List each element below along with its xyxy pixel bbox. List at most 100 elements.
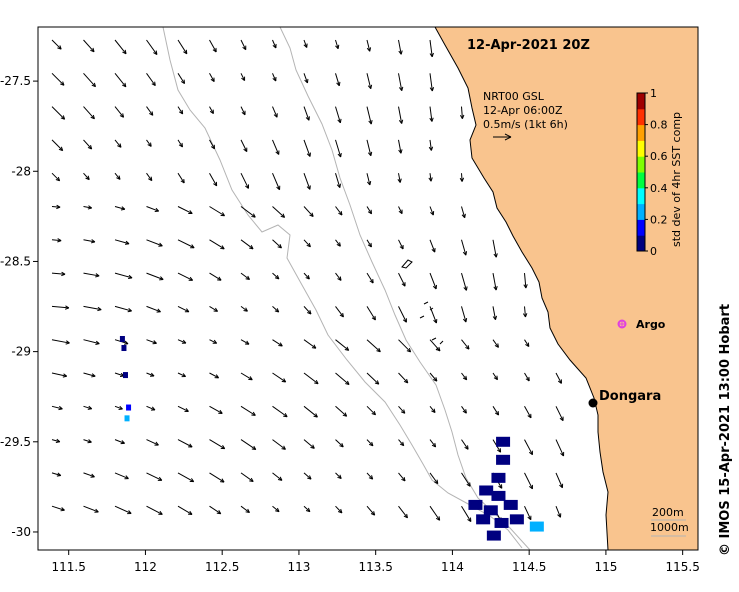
current-arrow: [429, 439, 437, 448]
current-arrow: [51, 405, 63, 411]
current-arrow: [335, 272, 342, 281]
current-arrow: [555, 506, 562, 518]
current-arrow: [146, 206, 160, 213]
lon-tick-label: 112: [134, 560, 157, 574]
current-arrow: [398, 206, 403, 215]
lon-tick-label: 114.5: [512, 560, 546, 574]
current-arrow: [177, 106, 184, 115]
colorbar-segment: [637, 108, 645, 126]
current-arrow: [209, 39, 217, 53]
current-arrow: [461, 306, 468, 323]
current-arrow: [398, 139, 403, 154]
sst-stddev-layer: [119, 335, 544, 541]
current-arrow: [114, 305, 132, 313]
current-arrow: [398, 439, 405, 447]
current-arrow: [524, 339, 530, 347]
current-arrow: [429, 505, 441, 521]
current-arrow: [240, 139, 248, 153]
current-arrow: [177, 505, 193, 515]
current-arrow: [51, 271, 66, 277]
current-arrow: [83, 106, 95, 120]
current-arrow: [272, 239, 282, 249]
sst-stddev-pixel: [491, 472, 506, 483]
current-arrow: [83, 239, 96, 244]
sst-stddev-pixel: [122, 372, 128, 379]
colorbar-tick-label: 0.8: [650, 119, 668, 132]
current-arrow: [83, 172, 90, 181]
current-arrow: [83, 505, 99, 513]
current-arrow: [240, 372, 253, 381]
current-arrow: [461, 439, 469, 450]
colorbar-segment: [637, 93, 645, 110]
isobath-legend-200m: 200m: [652, 506, 684, 519]
sst-colorbar: 0 0.2 0.4 0.6 0.8 1: [636, 87, 668, 258]
current-arrow: [335, 173, 341, 188]
colorbar-tick-label: 0: [650, 245, 657, 258]
current-arrow: [398, 272, 406, 287]
current-arrow: [429, 306, 438, 324]
current-arrow: [209, 272, 222, 281]
current-arrow: [335, 472, 342, 480]
sst-stddev-pixel: [483, 505, 498, 516]
current-arrow: [51, 238, 62, 243]
current-arrow: [492, 306, 498, 321]
current-arrow: [209, 505, 222, 515]
current-arrow: [51, 472, 62, 477]
current-arrow: [114, 439, 125, 445]
current-arrow: [523, 273, 528, 289]
current-arrow: [146, 405, 156, 411]
sst-stddev-pixel: [124, 415, 130, 422]
land-western-australia: [434, 27, 698, 550]
lat-tick-label: -29.5: [0, 435, 31, 449]
current-arrow: [303, 339, 317, 349]
current-arrow: [209, 305, 219, 312]
current-arrow: [272, 439, 286, 450]
current-arrow: [272, 372, 287, 383]
colorbar-segment: [637, 235, 645, 252]
current-arrow: [114, 405, 123, 410]
lon-tick-label: 113: [287, 560, 310, 574]
sst-stddev-pixel: [496, 436, 511, 447]
current-arrow: [397, 173, 402, 183]
current-arrow: [366, 39, 372, 52]
current-legend-time: 12-Apr 06:00Z: [483, 104, 563, 117]
current-legend-source: NRT00 GSL: [483, 90, 545, 103]
current-arrow: [51, 172, 61, 182]
current-arrow: [303, 272, 310, 280]
lon-tick-label: 114: [441, 560, 464, 574]
lat-tick-label: -28: [11, 164, 31, 178]
current-arrow: [366, 173, 372, 186]
current-arrow: [114, 239, 130, 245]
current-arrow: [524, 439, 534, 456]
current-arrow: [555, 406, 564, 422]
island-abrolhos-north: [401, 259, 413, 269]
current-arrow: [83, 405, 93, 410]
current-arrow: [146, 139, 152, 147]
sst-stddev-pixel: [503, 499, 518, 510]
current-arrow: [114, 206, 126, 211]
current-arrow: [114, 139, 122, 148]
current-arrow: [240, 472, 254, 483]
colorbar-tick-label: 1: [650, 87, 657, 100]
argo-marker: [617, 319, 627, 329]
current-arrow: [51, 305, 70, 310]
current-arrow: [303, 439, 315, 449]
current-arrow: [177, 139, 183, 148]
current-arrow: [146, 106, 154, 116]
lat-tick-label: -30: [11, 525, 31, 539]
current-arrow: [177, 305, 190, 313]
current-arrow: [303, 106, 310, 121]
current-arrow: [240, 272, 251, 281]
current-arrow: [209, 472, 225, 483]
current-arrow: [51, 139, 64, 152]
current-arrow: [429, 206, 435, 216]
current-arrow: [366, 139, 373, 157]
current-arrow: [51, 438, 61, 443]
current-arrow: [398, 505, 408, 519]
dongara-label: Dongara: [599, 389, 661, 404]
current-arrow: [366, 472, 374, 480]
current-arrow: [303, 173, 311, 190]
current-arrow: [335, 339, 350, 351]
current-arrow: [366, 239, 372, 248]
colorbar-segment: [637, 156, 645, 173]
